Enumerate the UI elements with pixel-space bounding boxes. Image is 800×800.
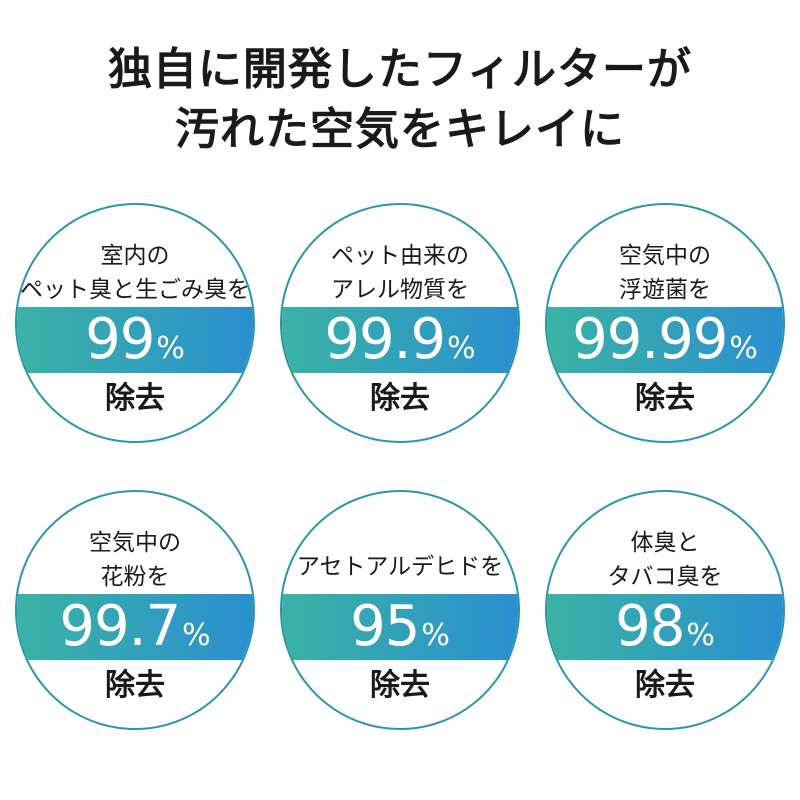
badge-description-line-2: 浮遊菌を: [619, 277, 711, 303]
percentage-band: 98 %: [547, 594, 783, 660]
percentage-band: 95 %: [282, 594, 518, 660]
badge-description: アセトアルデヒドを: [282, 550, 518, 584]
badge-description: 空気中の 浮遊菌を: [547, 239, 783, 307]
badge-airborne-bacteria: 空気中の 浮遊菌を 99.99 % 除去: [545, 203, 785, 443]
badge-description-line-2: タバコ臭を: [607, 564, 723, 590]
badge-description-line-1: アセトアルデヒドを: [296, 554, 504, 580]
headline: 独自に開発したフィルターが 汚れた空気をキレイに: [0, 40, 800, 160]
badge-description-line-2: 花粉を: [100, 564, 170, 590]
removal-label: 除去: [635, 668, 695, 703]
percentage-value: 99.7: [59, 594, 181, 659]
percentage-unit: %: [447, 331, 476, 366]
percentage-unit: %: [729, 331, 758, 366]
percentage-band: 99 %: [17, 307, 253, 373]
percentage-unit: %: [182, 618, 211, 653]
percentage-band: 99.9 %: [282, 307, 518, 373]
percentage-band: 99.99 %: [547, 307, 783, 373]
percentage-unit: %: [686, 618, 715, 653]
badge-description-line-1: 体臭と: [630, 530, 700, 556]
percentage-value: 99.99: [572, 307, 728, 372]
percentage-value: 95: [350, 594, 420, 659]
headline-line-1: 独自に開発したフィルターが: [107, 44, 693, 95]
badge-pet-allergen: ペット由来の アレル物質を 99.9 % 除去: [280, 203, 520, 443]
percentage-unit: %: [156, 331, 185, 366]
percentage-value: 99: [85, 307, 155, 372]
percentage-unit: %: [421, 618, 450, 653]
badge-description-line-1: ペット由来の: [331, 243, 469, 269]
headline-line-2: 汚れた空気をキレイに: [175, 104, 625, 155]
badge-pet-garbage-odor: 室内の ペット臭と生ごみ臭を 99 % 除去: [15, 203, 255, 443]
badge-description: 体臭と タバコ臭を: [547, 526, 783, 594]
percentage-value: 98: [615, 594, 685, 659]
percentage-value: 99.9: [324, 307, 446, 372]
badge-acetaldehyde: アセトアルデヒドを 95 % 除去: [280, 490, 520, 730]
badge-description: 空気中の 花粉を: [17, 526, 253, 594]
badge-airborne-pollen: 空気中の 花粉を 99.7 % 除去: [15, 490, 255, 730]
removal-label: 除去: [635, 381, 695, 416]
badge-description-line-2: アレル物質を: [331, 277, 469, 303]
badge-description-line-1: 空気中の: [89, 530, 181, 556]
badge-description-line-1: 空気中の: [619, 243, 711, 269]
badge-body-tobacco-odor: 体臭と タバコ臭を 98 % 除去: [545, 490, 785, 730]
removal-label: 除去: [370, 668, 430, 703]
badge-description: ペット由来の アレル物質を: [282, 239, 518, 307]
removal-label: 除去: [105, 381, 165, 416]
percentage-band: 99.7 %: [17, 594, 253, 660]
badge-description: 室内の ペット臭と生ごみ臭を: [17, 239, 253, 307]
badge-description-line-2: ペット臭と生ごみ臭を: [20, 277, 250, 303]
badge-description-line-1: 室内の: [100, 243, 170, 269]
removal-label: 除去: [105, 668, 165, 703]
removal-label: 除去: [370, 381, 430, 416]
